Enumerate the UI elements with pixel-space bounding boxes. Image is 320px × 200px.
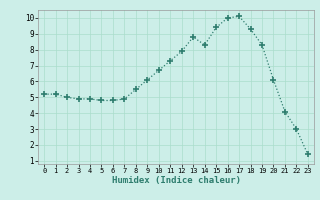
X-axis label: Humidex (Indice chaleur): Humidex (Indice chaleur) [111,176,241,185]
